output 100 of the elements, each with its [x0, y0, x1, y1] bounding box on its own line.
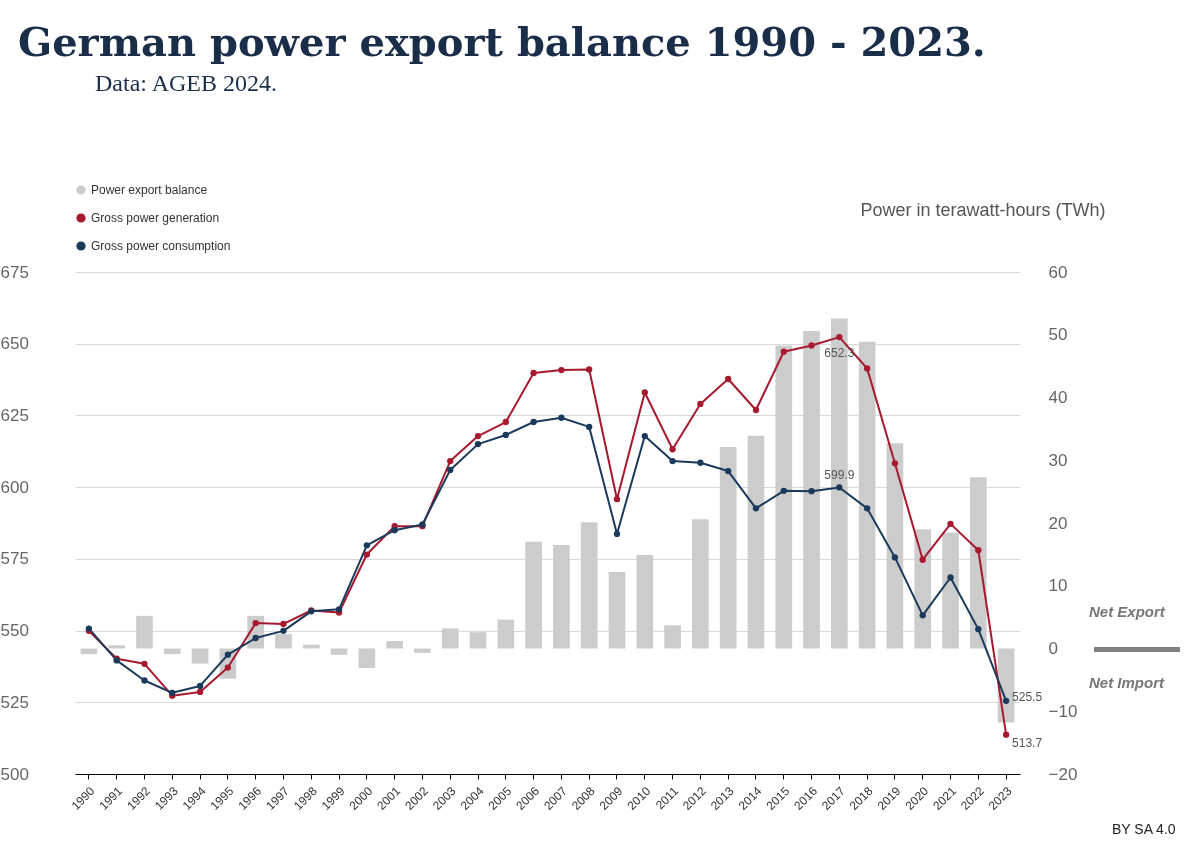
- bar: [275, 634, 292, 649]
- point: [474, 440, 482, 448]
- y2-axis-title: Power in terawatt-hours (TWh): [860, 199, 1106, 220]
- point: [780, 348, 787, 355]
- bar: [608, 571, 626, 649]
- point: [947, 520, 954, 528]
- bar: [163, 648, 181, 655]
- point: [530, 369, 537, 377]
- y-tick-label: 650: [0, 334, 29, 354]
- point: [141, 677, 148, 684]
- bar: [414, 648, 431, 653]
- bar: [692, 519, 709, 649]
- bar: [469, 632, 487, 649]
- legend-label: Gross power generation: [91, 211, 220, 225]
- point: [502, 418, 509, 426]
- point: [697, 459, 704, 466]
- y-tick-label: 675: [0, 262, 29, 282]
- bar: [108, 645, 126, 649]
- point: [947, 574, 954, 581]
- point: [1002, 697, 1010, 705]
- bar: [803, 330, 820, 649]
- point: [641, 389, 648, 396]
- point: [363, 542, 370, 549]
- y-tick-label: 550: [0, 621, 29, 641]
- point: [474, 432, 482, 440]
- bar: [747, 435, 765, 649]
- point: [586, 423, 593, 431]
- point: [447, 466, 454, 474]
- point: [196, 688, 204, 696]
- bar: [525, 541, 542, 649]
- point: [975, 625, 982, 633]
- point: [863, 365, 871, 372]
- y2-tick-label: 20: [1048, 513, 1068, 533]
- y-tick-label: 525: [0, 692, 29, 712]
- bar: [358, 648, 376, 668]
- data-label: 525.5: [1012, 689, 1043, 704]
- point: [975, 547, 982, 554]
- bar: [330, 648, 348, 655]
- bar: [302, 644, 320, 649]
- point: [252, 634, 259, 642]
- bar: [636, 555, 654, 649]
- point: [613, 530, 621, 538]
- point: [919, 556, 926, 563]
- legend-label: Gross power consumption: [91, 239, 231, 253]
- y2-tick-label: 10: [1048, 576, 1068, 596]
- point: [1002, 731, 1010, 738]
- point: [891, 554, 899, 561]
- point: [697, 400, 704, 408]
- point: [280, 620, 287, 628]
- bar: [969, 477, 987, 649]
- y2-tick-label: 0: [1048, 639, 1058, 658]
- point: [725, 467, 732, 475]
- y-tick-label: 500: [0, 764, 29, 784]
- point: [530, 418, 537, 426]
- point: [613, 496, 621, 503]
- data-label: 599.9: [824, 468, 855, 483]
- text: Net Export: [1089, 603, 1165, 620]
- chart-subtitle: Data: AGEB 2024.: [95, 70, 277, 97]
- bar: [386, 640, 403, 649]
- point: [808, 488, 815, 495]
- point: [752, 406, 760, 414]
- y2-tick-label: −20: [1048, 764, 1078, 784]
- point: [141, 660, 148, 667]
- point: [863, 505, 871, 512]
- y2-tick-label: −10: [1048, 701, 1078, 721]
- point: [780, 487, 787, 495]
- point: [808, 342, 815, 349]
- point: [752, 505, 760, 512]
- point: [502, 431, 509, 439]
- bar: [914, 529, 932, 649]
- data-label: 652.3: [824, 346, 855, 361]
- chart-title: German power export balance 1990 - 2023.: [18, 18, 986, 65]
- point: [891, 460, 899, 467]
- point: [391, 527, 398, 534]
- y2-tick-label: 30: [1048, 450, 1068, 470]
- bar: [136, 615, 153, 649]
- bar: [580, 522, 598, 649]
- point: [836, 484, 843, 491]
- point: [252, 619, 259, 627]
- text: Net Import: [1089, 674, 1164, 691]
- bar: [719, 447, 737, 649]
- bar: [942, 532, 959, 649]
- point: [224, 651, 232, 658]
- point: [669, 446, 676, 453]
- point: [919, 612, 926, 619]
- y-tick-label: 600: [0, 477, 29, 497]
- data-label: 513.7: [1012, 735, 1043, 750]
- bar: [497, 619, 515, 649]
- y-tick-label: 625: [0, 405, 29, 425]
- bar: [775, 345, 793, 649]
- bar: [441, 628, 459, 649]
- bar: [553, 544, 570, 649]
- y-tick-label: 575: [0, 549, 29, 569]
- point: [363, 551, 370, 558]
- bar: [886, 443, 904, 649]
- point: [558, 366, 565, 374]
- y2-tick-label: 50: [1048, 325, 1068, 345]
- point: [196, 682, 204, 690]
- point: [725, 375, 732, 383]
- legend-label: Power export balance: [91, 183, 208, 197]
